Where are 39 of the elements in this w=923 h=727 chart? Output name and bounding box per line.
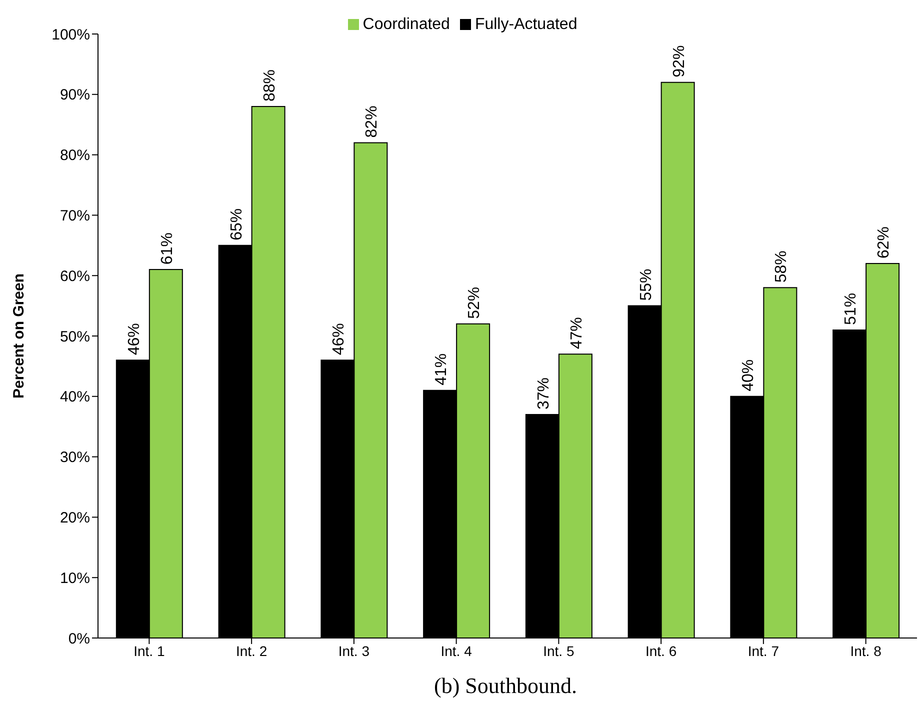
x-tick-label: Int. 4	[440, 642, 472, 659]
data-label: 62%	[876, 226, 893, 259]
legend-label: Coordinated	[362, 16, 450, 33]
data-label: 58%	[773, 250, 790, 283]
y-tick-label: 70%	[60, 208, 90, 225]
y-tick-label: 60%	[60, 268, 90, 285]
x-tick-label: Int. 6	[645, 642, 677, 659]
data-label: 52%	[466, 286, 484, 319]
data-label: 37%	[535, 377, 552, 410]
data-label: 41%	[433, 353, 450, 386]
data-label: 92%	[670, 45, 688, 78]
data-label: 65%	[228, 208, 246, 240]
data-label: 61%	[158, 232, 176, 265]
data-label: 51%	[842, 292, 860, 325]
y-tick-label: 40%	[60, 388, 90, 406]
y-tick-label: 90%	[60, 86, 90, 104]
y-tick-label: 80%	[60, 147, 90, 164]
y-tick-label: 30%	[60, 449, 90, 466]
y-tick-label: 100%	[52, 26, 90, 44]
data-label: 47%	[568, 317, 586, 350]
x-tick-label: Int. 5	[543, 642, 574, 659]
data-label: 88%	[261, 69, 278, 102]
data-label: 46%	[126, 323, 143, 356]
x-tick-label: Int. 2	[236, 642, 268, 659]
data-label: 46%	[330, 323, 348, 356]
data-label: 82%	[364, 106, 381, 138]
x-tick-label: Int. 3	[338, 642, 370, 659]
text: (b) Southbound.	[433, 673, 578, 699]
legend-label: Fully-Actuated	[474, 16, 578, 33]
y-tick-label: 50%	[60, 328, 90, 346]
x-tick-label: Int. 1	[134, 642, 165, 659]
y-tick-label: 10%	[60, 570, 90, 587]
x-tick-label: Int. 8	[850, 642, 882, 659]
y-axis-title: Percent on Green	[10, 273, 28, 399]
data-label: 40%	[740, 359, 758, 392]
x-tick-label: Int. 7	[748, 642, 780, 659]
y-tick-label: 20%	[60, 510, 90, 527]
data-label: 55%	[638, 268, 655, 301]
y-tick-label: 0%	[68, 630, 90, 648]
